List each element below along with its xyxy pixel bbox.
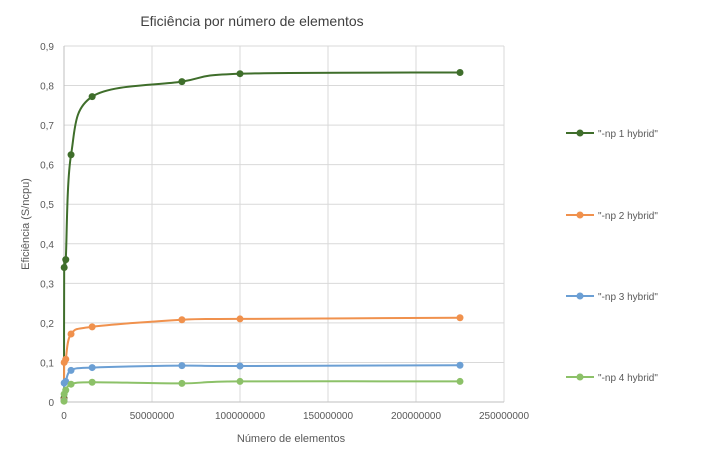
data-point xyxy=(62,377,70,385)
y-tick-labels: 0 0,1 0,2 0,3 0,4 0,5 0,6 0,7 0,8 0,9 xyxy=(40,42,54,409)
data-point xyxy=(62,256,70,264)
y-tick-label: 0,3 xyxy=(40,279,54,290)
legend-label: "-np 2 hybrid" xyxy=(598,211,658,222)
grid xyxy=(63,45,505,403)
legend: "-np 1 hybrid" "-np 2 hybrid" "-np 3 hybri… xyxy=(566,129,658,384)
data-point xyxy=(178,379,186,387)
legend-marker xyxy=(576,373,584,381)
data-point xyxy=(60,397,68,405)
legend-marker xyxy=(576,211,584,219)
data-point xyxy=(60,264,68,272)
y-tick-label: 0,7 xyxy=(40,121,54,132)
data-point xyxy=(62,355,70,363)
y-tick-label: 0,8 xyxy=(40,82,54,93)
x-tick-label: 200000000 xyxy=(391,411,441,422)
chart-title: Eficiência por número de elementos xyxy=(140,13,363,29)
series-line xyxy=(63,380,461,402)
legend-item: "-np 4 hybrid" xyxy=(566,373,658,384)
data-point xyxy=(62,386,70,394)
data-point xyxy=(456,69,464,77)
legend-label: "-np 4 hybrid" xyxy=(598,373,658,384)
data-point xyxy=(236,70,244,78)
x-tick-labels: 0 50000000 100000000 150000000 200000000 2500… xyxy=(61,411,529,422)
series-2 xyxy=(60,314,464,404)
legend-item: "-np 1 hybrid" xyxy=(566,129,658,140)
x-tick-label: 150000000 xyxy=(303,411,353,422)
y-tick-label: 0 xyxy=(48,398,54,409)
data-point xyxy=(456,361,464,369)
axes xyxy=(63,46,504,403)
series-group xyxy=(60,69,464,405)
legend-item: "-np 3 hybrid" xyxy=(566,292,658,303)
data-point xyxy=(88,93,96,101)
y-tick-label: 0,2 xyxy=(40,319,54,330)
data-point xyxy=(236,315,244,323)
y-tick-label: 0,4 xyxy=(40,240,54,251)
y-tick-label: 0,6 xyxy=(40,161,54,172)
data-point xyxy=(67,151,75,159)
data-point xyxy=(236,362,244,370)
data-point xyxy=(88,378,96,386)
data-point xyxy=(88,323,96,331)
legend-item: "-np 2 hybrid" xyxy=(566,211,658,222)
legend-marker xyxy=(576,129,584,137)
data-point xyxy=(178,78,186,86)
data-point xyxy=(88,364,96,372)
series-line xyxy=(63,316,461,401)
data-point xyxy=(456,314,464,322)
data-point xyxy=(67,366,75,374)
data-point xyxy=(178,362,186,370)
y-axis-title: Eficiência (S/ncpu) xyxy=(20,178,32,270)
series-4 xyxy=(60,377,464,405)
data-point xyxy=(178,316,186,324)
legend-label: "-np 3 hybrid" xyxy=(598,292,658,303)
x-tick-label: 100000000 xyxy=(215,411,265,422)
x-axis-title: Número de elementos xyxy=(237,433,346,445)
series-line xyxy=(63,71,461,399)
y-tick-label: 0,1 xyxy=(40,358,54,369)
x-tick-label: 50000000 xyxy=(130,411,175,422)
y-tick-label: 0,5 xyxy=(40,200,54,211)
y-tick-label: 0,9 xyxy=(40,42,54,53)
data-point xyxy=(67,380,75,388)
series-1 xyxy=(60,69,464,402)
data-point xyxy=(236,377,244,385)
data-point xyxy=(67,330,75,338)
x-tick-label: 250000000 xyxy=(479,411,529,422)
x-tick-label: 0 xyxy=(61,411,67,422)
legend-marker xyxy=(576,292,584,300)
legend-label: "-np 1 hybrid" xyxy=(598,129,658,140)
data-point xyxy=(456,377,464,385)
